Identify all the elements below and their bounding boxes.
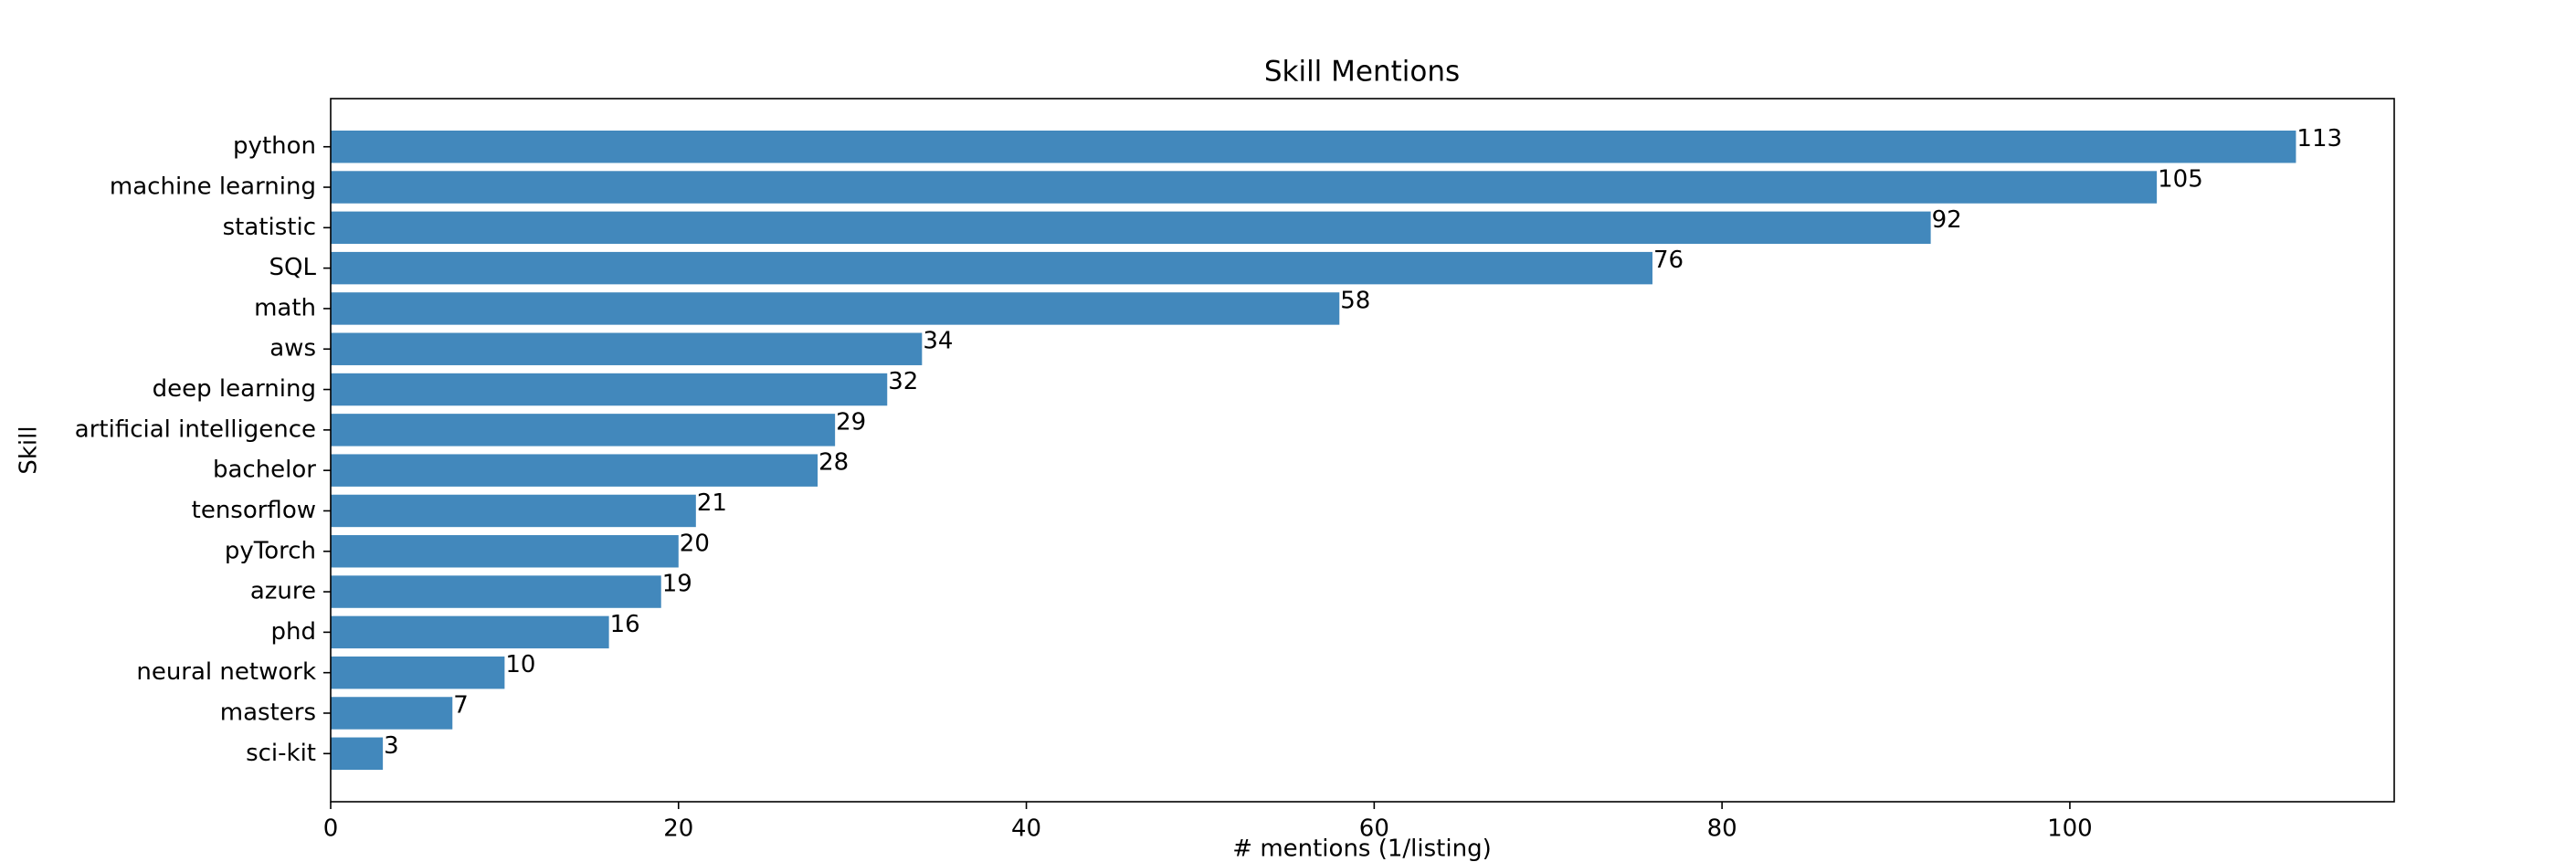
bar: [331, 373, 888, 406]
value-label: 10: [505, 651, 535, 678]
value-label: 92: [1932, 206, 1962, 234]
bar: [331, 131, 2296, 163]
value-label: 76: [1653, 247, 1684, 274]
bar: [331, 454, 818, 487]
bar: [331, 211, 1931, 245]
value-label: 19: [662, 571, 692, 598]
value-label: 32: [888, 368, 918, 395]
y-tick-label: deep learning: [153, 375, 316, 403]
value-label: 113: [2296, 125, 2342, 152]
y-tick-label: bachelor: [213, 457, 316, 484]
bar: [331, 575, 661, 608]
value-label: 58: [1340, 287, 1370, 314]
bar: [331, 332, 923, 365]
y-tick-label: artificial intelligence: [75, 415, 316, 443]
bar: [331, 251, 1652, 285]
value-label: 29: [836, 408, 866, 436]
y-tick-label: azure: [250, 578, 316, 605]
value-label: 7: [453, 691, 469, 719]
value-label: 21: [697, 489, 727, 517]
value-label: 28: [818, 449, 849, 477]
x-axis-label: # mentions (1/listing): [1232, 836, 1491, 862]
y-tick-label: python: [233, 132, 316, 160]
bar: [331, 615, 609, 649]
y-tick-label: sci-kit: [246, 740, 316, 767]
value-label: 20: [680, 530, 710, 557]
x-tick-label: 60: [1359, 815, 1389, 843]
bar: [331, 414, 836, 447]
bar: [331, 292, 1340, 325]
y-tick-label: machine learning: [110, 173, 316, 201]
plot-frame: [330, 98, 2395, 803]
value-label: 105: [2158, 166, 2203, 194]
x-tick-label: 40: [1011, 815, 1041, 843]
y-tick-label: pyTorch: [225, 537, 316, 564]
x-tick-label: 0: [323, 815, 339, 843]
bar: [331, 737, 384, 770]
y-tick-label: aws: [269, 335, 316, 363]
bar: [331, 535, 679, 568]
y-tick-label: math: [254, 294, 316, 321]
x-tick-label: 80: [1707, 815, 1737, 843]
y-tick-label: phd: [271, 618, 317, 646]
x-tick-label: 100: [2047, 815, 2093, 843]
y-tick-label: neural network: [136, 658, 316, 686]
y-tick-label: statistic: [223, 214, 316, 241]
y-tick-label: tensorflow: [192, 497, 316, 524]
bar: [331, 697, 453, 730]
bar: [331, 494, 696, 528]
y-tick-label: SQL: [269, 254, 317, 281]
value-label: 34: [923, 328, 953, 355]
value-label: 3: [384, 732, 399, 760]
y-tick-label: masters: [220, 699, 316, 726]
y-axis-label: Skill: [16, 426, 43, 474]
chart-title: Skill Mentions: [1264, 56, 1460, 89]
x-tick-label: 20: [663, 815, 693, 843]
bar: [331, 656, 505, 689]
value-label: 16: [610, 611, 640, 638]
bar: [331, 171, 2158, 204]
